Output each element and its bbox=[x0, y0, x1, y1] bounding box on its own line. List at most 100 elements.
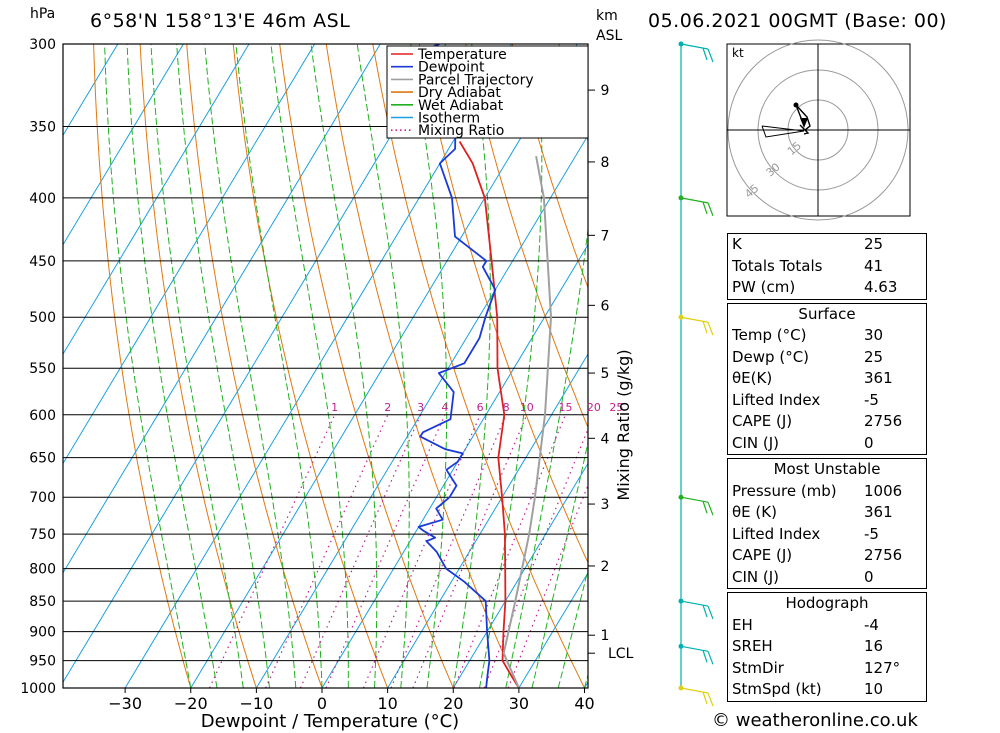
index-label: θE(K) bbox=[732, 369, 773, 387]
wind-barb bbox=[680, 600, 714, 620]
temperature-tick-label: 10 bbox=[377, 694, 397, 713]
temperature-tick-label: 30 bbox=[509, 694, 529, 713]
index-value: 361 bbox=[864, 503, 893, 521]
legend-entry-label: Mixing Ratio bbox=[418, 123, 504, 139]
indices-surface: Surface Temp (°C) 30 Dewp (°C) 25 θE(K) 361… bbox=[727, 302, 927, 455]
index-row-tt: Totals Totals 41 bbox=[728, 256, 926, 278]
index-label: StmDir bbox=[732, 658, 784, 677]
pressure-tick-label: 950 bbox=[29, 654, 56, 670]
index-row-k: K 25 bbox=[728, 234, 926, 256]
index-label: Lifted Index bbox=[732, 390, 821, 409]
wind-profile bbox=[678, 41, 714, 707]
isotherm-line bbox=[518, 571, 588, 688]
legend-entry-label: Parcel Trajectory bbox=[418, 72, 534, 88]
index-label: Totals Totals bbox=[732, 256, 823, 275]
indices-panel: K 25 Totals Totals 41 PW (cm) 4.63 Surface … bbox=[727, 233, 927, 702]
dry-adiabat-line bbox=[186, 44, 323, 688]
hodograph-header: Hodograph bbox=[785, 594, 869, 612]
index-value: 16 bbox=[864, 637, 884, 655]
hodograph-unit-label: kt bbox=[732, 46, 744, 60]
index-value: -4 bbox=[864, 615, 879, 634]
mixing-ratio-line bbox=[483, 427, 588, 688]
index-label: SREH bbox=[732, 637, 773, 655]
index-row-stmdir: StmDir 127° bbox=[728, 658, 926, 680]
wind-barb bbox=[680, 496, 714, 516]
pressure-tick-label: 450 bbox=[29, 254, 56, 270]
wet-adiabat-line bbox=[531, 440, 588, 688]
wet-adiabat-line bbox=[356, 44, 410, 688]
index-label: Pressure (mb) bbox=[732, 481, 837, 500]
dry-adiabat-line bbox=[279, 44, 454, 688]
wind-barb bbox=[680, 645, 714, 665]
index-row-cape: CAPE (J) 2756 bbox=[728, 545, 926, 567]
index-value: -5 bbox=[864, 524, 879, 543]
index-value: 25 bbox=[864, 347, 884, 366]
most-unstable-header: Most Unstable bbox=[773, 460, 881, 478]
isotherm-line bbox=[387, 353, 588, 688]
hodograph-arrow bbox=[761, 125, 805, 138]
indices-most-unstable: Most Unstable Pressure (mb) 1006 θE (K) 36… bbox=[727, 458, 927, 589]
isotherm-line bbox=[321, 243, 588, 688]
height-unit-label: km ASL bbox=[596, 6, 622, 46]
temperature-tick-label: 40 bbox=[574, 694, 594, 713]
km-label: km bbox=[596, 8, 618, 24]
mixing-ratio-tick-label: 6 bbox=[477, 401, 484, 414]
index-value: 2756 bbox=[864, 412, 903, 430]
dry-adiabat-line bbox=[511, 44, 588, 290]
index-label: PW (cm) bbox=[732, 278, 796, 296]
isotherm-line bbox=[190, 44, 578, 688]
site-credit[interactable]: © weatheronline.co.uk bbox=[712, 710, 918, 731]
wind-barb bbox=[680, 316, 714, 336]
index-value: 10 bbox=[864, 680, 884, 698]
asl-label: ASL bbox=[596, 28, 623, 44]
index-value: 25 bbox=[864, 235, 884, 253]
indices-general: K 25 Totals Totals 41 PW (cm) 4.63 bbox=[727, 233, 927, 300]
temperature-tick-label: 20 bbox=[443, 694, 463, 713]
legend-entry-label: Wet Adiabat bbox=[418, 98, 504, 114]
legend-entry-label: Dewpoint bbox=[418, 60, 485, 76]
index-row-li: Lifted Index -5 bbox=[728, 390, 926, 412]
isotherm-line bbox=[63, 44, 184, 246]
pressure-tick-label: 800 bbox=[29, 562, 56, 578]
index-value: 30 bbox=[864, 326, 884, 344]
x-axis-label: Dewpoint / Temperature (°C) bbox=[201, 711, 459, 732]
index-label: CAPE (J) bbox=[732, 412, 793, 430]
pressure-tick-label: 500 bbox=[29, 310, 56, 326]
surface-header: Surface bbox=[798, 304, 856, 323]
temperature-tick-label: −20 bbox=[174, 694, 208, 713]
index-value: -5 bbox=[864, 390, 879, 409]
index-label: StmSpd (kt) bbox=[732, 680, 822, 698]
index-label: CIN (J) bbox=[732, 433, 780, 452]
dry-adiabat-line bbox=[465, 44, 588, 429]
mixing-ratio-line bbox=[362, 414, 481, 688]
dewpoint-series-line bbox=[403, 44, 497, 688]
index-row-theta: θE (K) 361 bbox=[728, 502, 926, 524]
index-row-dewp: Dewp (°C) 25 bbox=[728, 347, 926, 369]
index-label: Dewp (°C) bbox=[732, 347, 810, 366]
index-row-cin: CIN (J) 0 bbox=[728, 567, 926, 589]
temperature-tick-label: −10 bbox=[239, 694, 273, 713]
wet-adiabat-line bbox=[270, 44, 349, 688]
wind-barb bbox=[680, 43, 714, 63]
index-row-sreh: SREH 16 bbox=[728, 636, 926, 658]
dry-adiabat-line bbox=[978, 44, 1000, 688]
index-label: Lifted Index bbox=[732, 524, 821, 543]
index-row-stmspd: StmSpd (kt) 10 bbox=[728, 679, 926, 701]
parcel-trajectory-series-line bbox=[502, 156, 552, 688]
height-tick-label: 6 bbox=[601, 298, 610, 314]
pressure-tick-label: 900 bbox=[29, 625, 56, 641]
mixing-ratio-line bbox=[412, 414, 528, 688]
index-label: K bbox=[732, 235, 742, 253]
index-row-temp: Temp (°C) 30 bbox=[728, 325, 926, 347]
mixing-ratio-tick-label: 2 bbox=[384, 401, 391, 414]
mixing-ratio-line bbox=[507, 483, 588, 688]
index-value: 2756 bbox=[864, 546, 903, 564]
mixing-ratio-line bbox=[325, 414, 446, 688]
mixing-ratio-tick-label: 4 bbox=[441, 401, 448, 414]
wet-adiabat-line bbox=[126, 44, 218, 688]
index-value: 41 bbox=[864, 256, 884, 275]
pressure-tick-label: 400 bbox=[29, 191, 56, 207]
